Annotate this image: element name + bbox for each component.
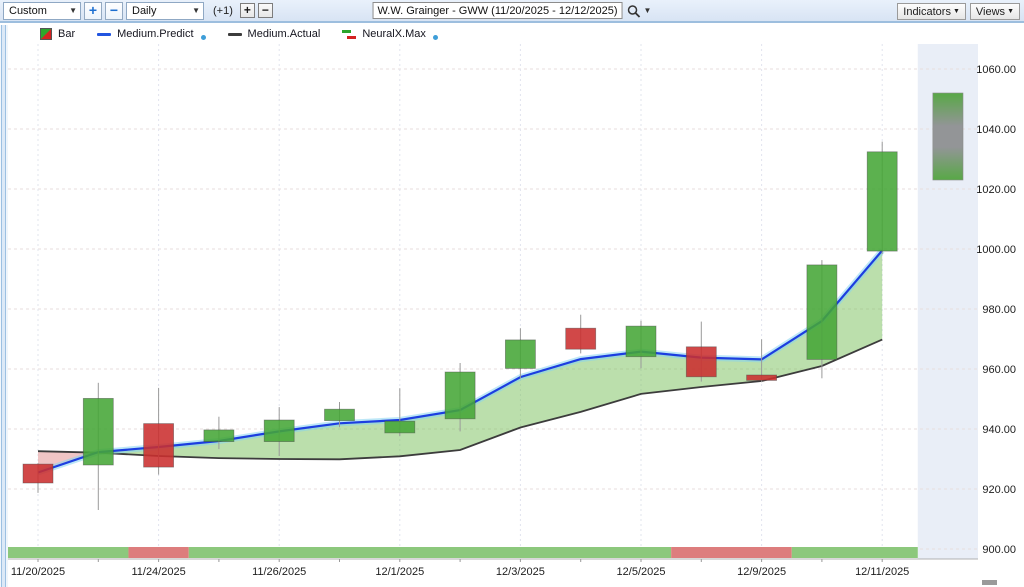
candle-body (566, 328, 596, 349)
candle-body (385, 421, 415, 433)
candle-body (505, 340, 535, 369)
candle-12/4/2025[interactable] (566, 315, 596, 354)
price-chart-canvas[interactable]: 1060.00 1040.00 1020.00 1000.00 980.00 960.00… (0, 0, 1024, 587)
candle-12/1/2025[interactable] (385, 388, 415, 436)
candle-body (83, 398, 113, 465)
candle-body (325, 409, 355, 420)
y-axis-label: 980.00 (982, 304, 1016, 316)
candle-12/3/2025[interactable] (505, 328, 535, 378)
x-axis-label: 11/26/2025 (252, 566, 306, 578)
candle-body (807, 265, 837, 360)
candle-body (204, 430, 234, 442)
candle-11/24/2025[interactable] (144, 388, 174, 475)
neuralx-forecast-range-box (933, 93, 963, 180)
x-axis-label: 12/1/2025 (375, 566, 424, 578)
candle-body (264, 420, 294, 442)
x-axis-label: 11/24/2025 (131, 566, 185, 578)
candle-body (445, 372, 475, 419)
y-axis-label: 960.00 (982, 364, 1016, 376)
y-axis-label: 920.00 (982, 484, 1016, 496)
candle-12/8/2025[interactable] (686, 322, 716, 382)
candle-12/11/2025[interactable] (867, 142, 897, 255)
charting-app-window: Custom ▼ + − Daily ▼ (+1) + − ▼ (0, 0, 1024, 587)
y-axis-label: 1060.00 (976, 64, 1016, 76)
x-axis-label: 12/9/2025 (737, 566, 786, 578)
x-axis-label: 11/20/2025 (11, 566, 65, 578)
sentiment-strip-bullish (792, 547, 918, 558)
resize-grip[interactable] (982, 580, 997, 585)
y-axis-label: 900.00 (982, 544, 1016, 556)
candle-body (626, 326, 656, 357)
y-axis-label: 940.00 (982, 424, 1016, 436)
candle-body (686, 347, 716, 377)
y-axis-label: 1040.00 (976, 124, 1016, 136)
x-axis-label: 12/5/2025 (617, 566, 666, 578)
candle-11/20/2025[interactable] (23, 463, 53, 493)
candle-body (867, 152, 897, 251)
sentiment-strip-bearish (671, 547, 792, 558)
candle-body (23, 464, 53, 483)
candle-body (747, 375, 777, 380)
y-axis-label: 1020.00 (976, 184, 1016, 196)
y-axis-label: 1000.00 (976, 244, 1016, 256)
sentiment-strip-bearish (128, 547, 188, 558)
candle-11/21/2025[interactable] (83, 383, 113, 510)
sentiment-strip-bullish (189, 547, 671, 558)
candle-body (144, 424, 174, 468)
x-axis-label: 12/3/2025 (496, 566, 545, 578)
x-axis-label: 12/11/2025 (855, 566, 909, 578)
sentiment-strip-bullish (8, 547, 128, 558)
